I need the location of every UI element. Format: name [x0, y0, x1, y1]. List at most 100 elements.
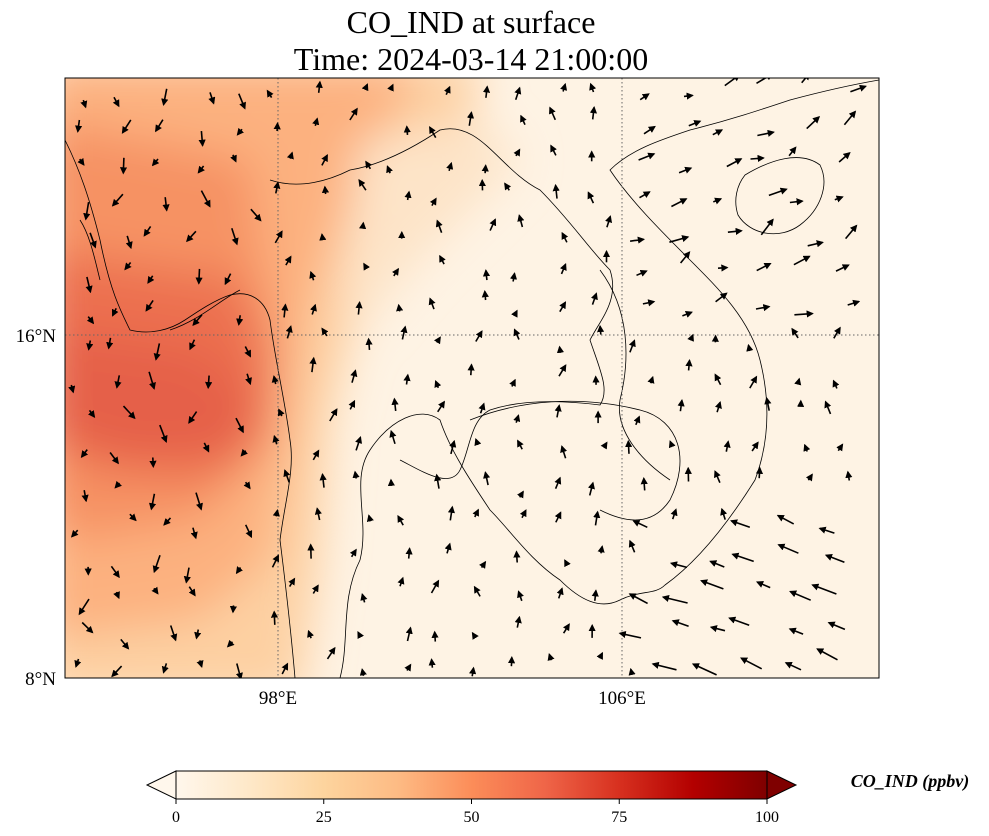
wind-arrow	[560, 445, 568, 459]
wind-arrow	[111, 665, 123, 678]
wind-arrow	[513, 414, 521, 423]
map-panel	[65, 78, 879, 678]
wind-arrow	[629, 236, 646, 244]
wind-arrow	[244, 524, 253, 539]
wind-arrow	[198, 131, 206, 147]
wind-arrow	[120, 638, 130, 650]
wind-arrow	[86, 316, 95, 325]
wind-arrow	[238, 93, 246, 110]
wind-arrow	[397, 514, 405, 526]
wind-arrow	[483, 471, 491, 486]
wind-arrow	[628, 667, 636, 676]
wind-arrow	[359, 668, 367, 676]
wind-arrow	[628, 339, 636, 353]
wind-arrow	[434, 473, 442, 489]
wind-arrow	[230, 154, 237, 163]
wind-arrow	[360, 593, 368, 603]
wind-arrow	[818, 526, 835, 534]
wind-arrow	[430, 579, 440, 594]
wind-arrow	[727, 227, 743, 235]
wind-arrow	[434, 379, 442, 389]
wind-arrow	[473, 585, 481, 597]
wind-arrow	[714, 373, 722, 386]
wind-arrow	[633, 415, 641, 426]
map-subtitle: Time: 2024-03-14 21:00:00	[294, 41, 648, 77]
wind-arrow	[449, 439, 457, 455]
colorbar-tick-50: 50	[464, 809, 480, 826]
wind-arrow	[281, 303, 289, 318]
wind-arrow	[740, 657, 763, 670]
wind-arrow	[365, 160, 373, 170]
wind-arrow	[618, 631, 642, 639]
wind-arrow	[404, 190, 412, 201]
wind-arrow	[151, 586, 159, 595]
wind-arrow	[121, 119, 132, 134]
wind-arrow	[109, 452, 119, 465]
wind-arrow	[636, 270, 648, 277]
colorbar-tick-75: 75	[611, 809, 627, 826]
wind-arrow	[517, 214, 525, 228]
wind-arrow	[194, 629, 202, 640]
wind-arrow	[751, 441, 759, 452]
wind-arrow	[361, 83, 369, 92]
wind-arrow	[509, 378, 516, 387]
wind-arrow	[196, 660, 204, 668]
wind-arrow	[87, 409, 96, 418]
wind-arrow	[169, 625, 178, 642]
wind-arrow	[444, 542, 452, 554]
wind-arrow	[730, 519, 751, 529]
wind-arrow	[129, 513, 137, 522]
wind-arrow	[205, 375, 213, 390]
wind-arrow	[266, 89, 274, 99]
wind-arrow	[355, 436, 363, 451]
wind-arrow	[396, 303, 404, 312]
wind-arrow	[670, 508, 678, 520]
wind-arrow	[208, 92, 216, 105]
wind-arrow	[600, 441, 608, 450]
wind-arrow	[358, 179, 367, 191]
wind-arrow	[392, 267, 399, 277]
wind-arrow	[691, 663, 717, 676]
wind-arrow	[89, 232, 97, 249]
wind-arrow	[671, 198, 688, 208]
wind-arrow	[628, 593, 648, 605]
wind-arrow	[86, 340, 94, 351]
wind-arrow	[605, 215, 613, 228]
wind-arrow	[549, 106, 557, 121]
wind-arrow	[274, 230, 283, 244]
wind-arrow	[845, 470, 853, 481]
colorbar: 0 25 50 75 100 CO_IND (ppbv)	[145, 770, 969, 826]
lat-tick-8n: 8°N	[25, 669, 56, 690]
wind-arrow	[75, 119, 83, 133]
wind-arrow	[250, 208, 262, 222]
wind-arrow	[110, 565, 120, 579]
wind-arrow	[589, 82, 597, 93]
wind-arrow	[286, 151, 294, 160]
wind-arrow	[591, 292, 598, 305]
wind-arrow	[429, 197, 437, 207]
wind-arrow	[312, 449, 320, 461]
wind-arrow	[593, 510, 601, 526]
wind-arrow	[349, 107, 358, 121]
wind-arrow	[366, 514, 374, 523]
wind-arrow	[844, 224, 858, 240]
wind-arrow	[439, 254, 446, 265]
wind-arrow	[435, 219, 443, 233]
wind-arrow	[700, 579, 724, 590]
wind-arrow	[122, 405, 136, 420]
wind-arrow	[195, 268, 203, 285]
wind-arrow	[843, 110, 857, 126]
wind-arrow	[756, 262, 772, 272]
map-frame	[64, 77, 880, 679]
wind-arrow	[794, 377, 802, 386]
wind-arrow	[793, 255, 811, 266]
wind-arrow	[243, 481, 251, 490]
wind-arrow	[475, 330, 483, 342]
wind-arrow	[784, 661, 802, 671]
wind-arrow	[750, 154, 765, 163]
wind-arrow	[391, 397, 399, 411]
wind-arrow	[789, 198, 804, 206]
wind-arrow	[755, 466, 764, 479]
wind-arrow	[554, 511, 562, 523]
wind-arrow	[386, 165, 393, 174]
